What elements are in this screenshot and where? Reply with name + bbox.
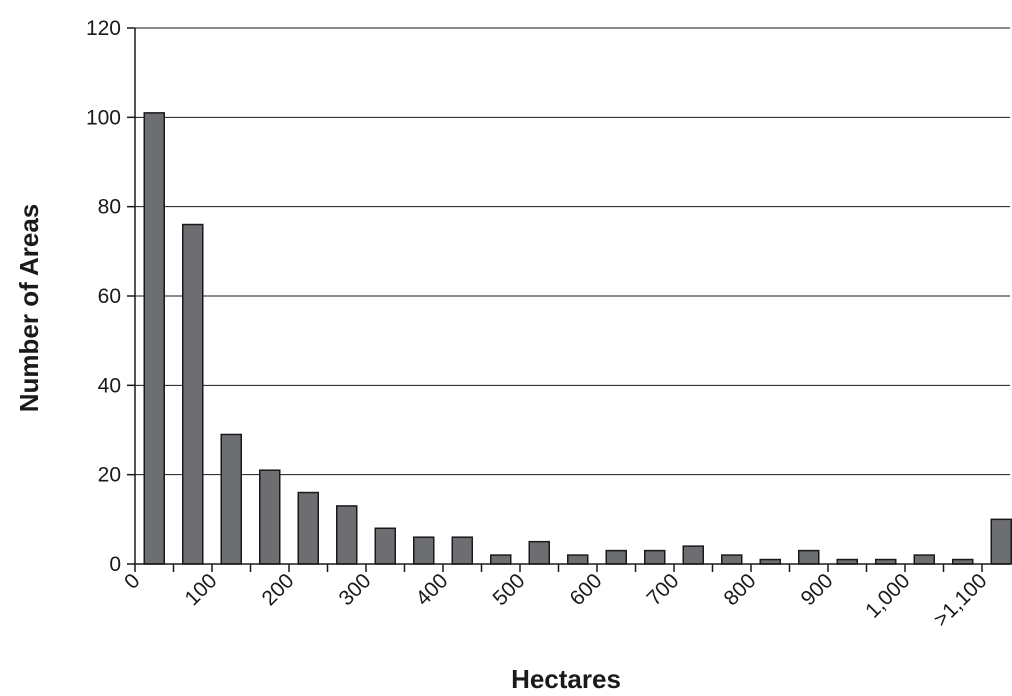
x-tick-label: 700 bbox=[642, 569, 683, 610]
bars bbox=[143, 112, 1012, 565]
x-tick-label: 500 bbox=[488, 569, 529, 610]
y-tick-label: 120 bbox=[86, 17, 121, 40]
y-tick-label: 40 bbox=[98, 374, 121, 397]
bar-21 bbox=[913, 554, 935, 565]
bar-13 bbox=[605, 549, 627, 565]
y-tick-label: 20 bbox=[98, 464, 121, 487]
gridlines bbox=[135, 27, 1010, 476]
bar-8 bbox=[413, 536, 435, 565]
bar-7 bbox=[374, 527, 396, 565]
y-tick-label: 100 bbox=[86, 106, 121, 129]
bar-16 bbox=[721, 554, 743, 565]
x-tick-label: 600 bbox=[565, 569, 606, 610]
y-axis-title: Number of Areas bbox=[14, 204, 44, 413]
x-tick-label: 100 bbox=[180, 569, 221, 610]
bar-5 bbox=[297, 491, 319, 565]
bar-4 bbox=[259, 469, 281, 565]
x-axis-title: Hectares bbox=[511, 664, 621, 691]
x-tick-labels: 0 100 200 300 400 500 600 700 800 900 1,000 >1,100 bbox=[120, 569, 992, 631]
bar-2 bbox=[182, 223, 204, 565]
bar-11 bbox=[528, 540, 550, 565]
axes bbox=[127, 27, 1010, 572]
x-tick-label: 400 bbox=[411, 569, 452, 610]
y-tick-labels: 0 20 40 60 80 100 120 bbox=[86, 17, 121, 576]
bar-14 bbox=[644, 549, 666, 565]
bar-6 bbox=[336, 505, 358, 565]
bar-15 bbox=[682, 545, 704, 565]
x-tick-label: 200 bbox=[257, 569, 298, 610]
bar-3 bbox=[220, 433, 242, 565]
bar-10 bbox=[490, 554, 512, 565]
bar-1 bbox=[143, 112, 165, 565]
x-tick-label: 900 bbox=[796, 569, 837, 610]
bar-9 bbox=[451, 536, 473, 565]
x-tick-label: 1,000 bbox=[861, 569, 914, 622]
y-tick-label: 60 bbox=[98, 285, 121, 308]
x-tick-label: 0 bbox=[120, 569, 145, 594]
x-tick-label: 800 bbox=[719, 569, 760, 610]
x-tick-label: 300 bbox=[334, 569, 375, 610]
bar-23 bbox=[990, 518, 1012, 565]
bar-12 bbox=[567, 554, 589, 565]
y-tick-label: 80 bbox=[98, 196, 121, 219]
bar-18 bbox=[798, 549, 820, 565]
x-tick-label: >1,100 bbox=[929, 569, 991, 631]
y-tick-label: 0 bbox=[109, 553, 121, 576]
